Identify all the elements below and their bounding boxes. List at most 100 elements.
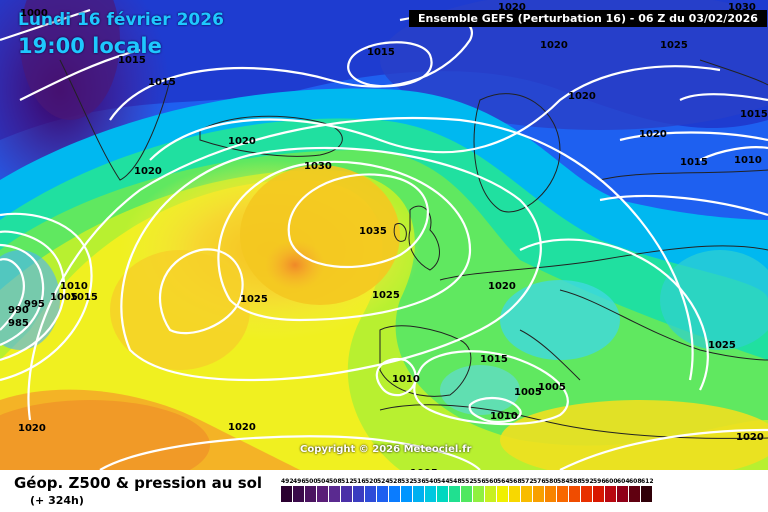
scale-swatch xyxy=(461,486,473,502)
scale-swatch xyxy=(521,486,533,502)
model-run-info: Ensemble GEFS (Perturbation 16) - 06 Z d… xyxy=(409,10,767,27)
isobar-label: 1020 xyxy=(498,2,526,13)
isobar-label: 1030 xyxy=(304,161,332,172)
isobar-label: 1025 xyxy=(708,340,736,351)
scale-label: 604 xyxy=(617,478,630,485)
isobar-label: 1030 xyxy=(728,2,756,13)
scale-label: 572 xyxy=(521,478,534,485)
scale-swatch xyxy=(629,486,641,502)
scale-label: 588 xyxy=(569,478,582,485)
scale-step: 580 xyxy=(545,478,558,502)
scale-label: 556 xyxy=(473,478,486,485)
scale-label: 612 xyxy=(641,478,654,485)
scale-label: 540 xyxy=(425,478,438,485)
scale-swatch xyxy=(377,486,389,502)
scale-step: 500 xyxy=(305,478,318,502)
scale-step: 596 xyxy=(593,478,606,502)
isobar-label: 1000 xyxy=(20,8,48,19)
color-scale: 492 496 500 504 508 512 516 520 524 528 532 536 540 5… xyxy=(281,478,654,502)
forecast-lead-time: (+ 324h) xyxy=(30,494,84,507)
scale-step: 504 xyxy=(317,478,330,502)
scale-step: 572 xyxy=(521,478,534,502)
scale-swatch xyxy=(545,486,557,502)
scale-swatch xyxy=(317,486,329,502)
scale-step: 584 xyxy=(557,478,570,502)
scale-swatch xyxy=(641,486,653,502)
isobar-label: 1005 xyxy=(514,387,542,398)
scale-swatch xyxy=(425,486,437,502)
scale-label: 564 xyxy=(497,478,510,485)
isobar-label: 1035 xyxy=(359,226,387,237)
scale-step: 516 xyxy=(353,478,366,502)
scale-label: 548 xyxy=(449,478,462,485)
scale-label: 576 xyxy=(533,478,546,485)
isobar-label: 1015 xyxy=(70,292,98,303)
scale-step: 612 xyxy=(641,478,654,502)
scale-label: 552 xyxy=(461,478,474,485)
scale-step: 564 xyxy=(497,478,510,502)
scale-step: 532 xyxy=(401,478,414,502)
scale-swatch xyxy=(281,486,293,502)
scale-label: 580 xyxy=(545,478,558,485)
scale-label: 528 xyxy=(389,478,402,485)
scale-swatch xyxy=(365,486,377,502)
scale-label: 512 xyxy=(341,478,354,485)
scale-label: 544 xyxy=(437,478,450,485)
scale-label: 504 xyxy=(317,478,330,485)
scale-step: 552 xyxy=(461,478,474,502)
scale-step: 548 xyxy=(449,478,462,502)
scale-label: 536 xyxy=(413,478,426,485)
copyright-notice: Copyright © 2026 Meteociel.fr xyxy=(300,444,472,455)
scale-swatch xyxy=(305,486,317,502)
scale-label: 524 xyxy=(377,478,390,485)
scale-swatch xyxy=(509,486,521,502)
scale-swatch xyxy=(485,486,497,502)
scale-swatch xyxy=(533,486,545,502)
scale-swatch xyxy=(605,486,617,502)
scale-step: 600 xyxy=(605,478,618,502)
isobar-label: 1015 xyxy=(680,157,708,168)
forecast-date: Lundi 16 février 2026 xyxy=(18,10,224,30)
scale-swatch xyxy=(497,486,509,502)
isobar-label: 1025 xyxy=(372,290,400,301)
isobar-label: 1020 xyxy=(228,422,256,433)
isobar-label: 1005 xyxy=(538,382,566,393)
scale-label: 508 xyxy=(329,478,342,485)
scale-label: 500 xyxy=(305,478,318,485)
map-legend-footer: Géop. Z500 & pression au sol (+ 324h) 49… xyxy=(0,470,768,512)
scale-step: 560 xyxy=(485,478,498,502)
isobar-label: 1025 xyxy=(660,40,688,51)
scale-step: 528 xyxy=(389,478,402,502)
isobar-label: 1020 xyxy=(488,281,516,292)
scale-step: 508 xyxy=(329,478,342,502)
scale-swatch xyxy=(437,486,449,502)
forecast-local-time: 19:00 locale xyxy=(18,34,162,58)
scale-swatch xyxy=(581,486,593,502)
isobar-label: 1015 xyxy=(740,109,768,120)
isobar-label: 1020 xyxy=(639,129,667,140)
scale-label: 596 xyxy=(593,478,606,485)
scale-label: 584 xyxy=(557,478,570,485)
scale-step: 512 xyxy=(341,478,354,502)
scale-swatch xyxy=(569,486,581,502)
isobar-label: 1020 xyxy=(134,166,162,177)
isobar-label: 985 xyxy=(8,318,29,329)
isobar-label: 1020 xyxy=(568,91,596,102)
scale-swatch xyxy=(341,486,353,502)
scale-step: 536 xyxy=(413,478,426,502)
scale-swatch xyxy=(593,486,605,502)
scale-label: 560 xyxy=(485,478,498,485)
scale-swatch xyxy=(473,486,485,502)
scale-swatch xyxy=(401,486,413,502)
isobar-label: 1020 xyxy=(18,423,46,434)
scale-label: 520 xyxy=(365,478,378,485)
scale-label: 600 xyxy=(605,478,618,485)
scale-swatch xyxy=(293,486,305,502)
scale-swatch xyxy=(389,486,401,502)
isobar-label: 1010 xyxy=(392,374,420,385)
scale-label: 492 xyxy=(281,478,294,485)
isobar-label: 1025 xyxy=(240,294,268,305)
scale-swatch xyxy=(353,486,365,502)
scale-step: 496 xyxy=(293,478,306,502)
z500-pressure-map xyxy=(0,0,768,470)
